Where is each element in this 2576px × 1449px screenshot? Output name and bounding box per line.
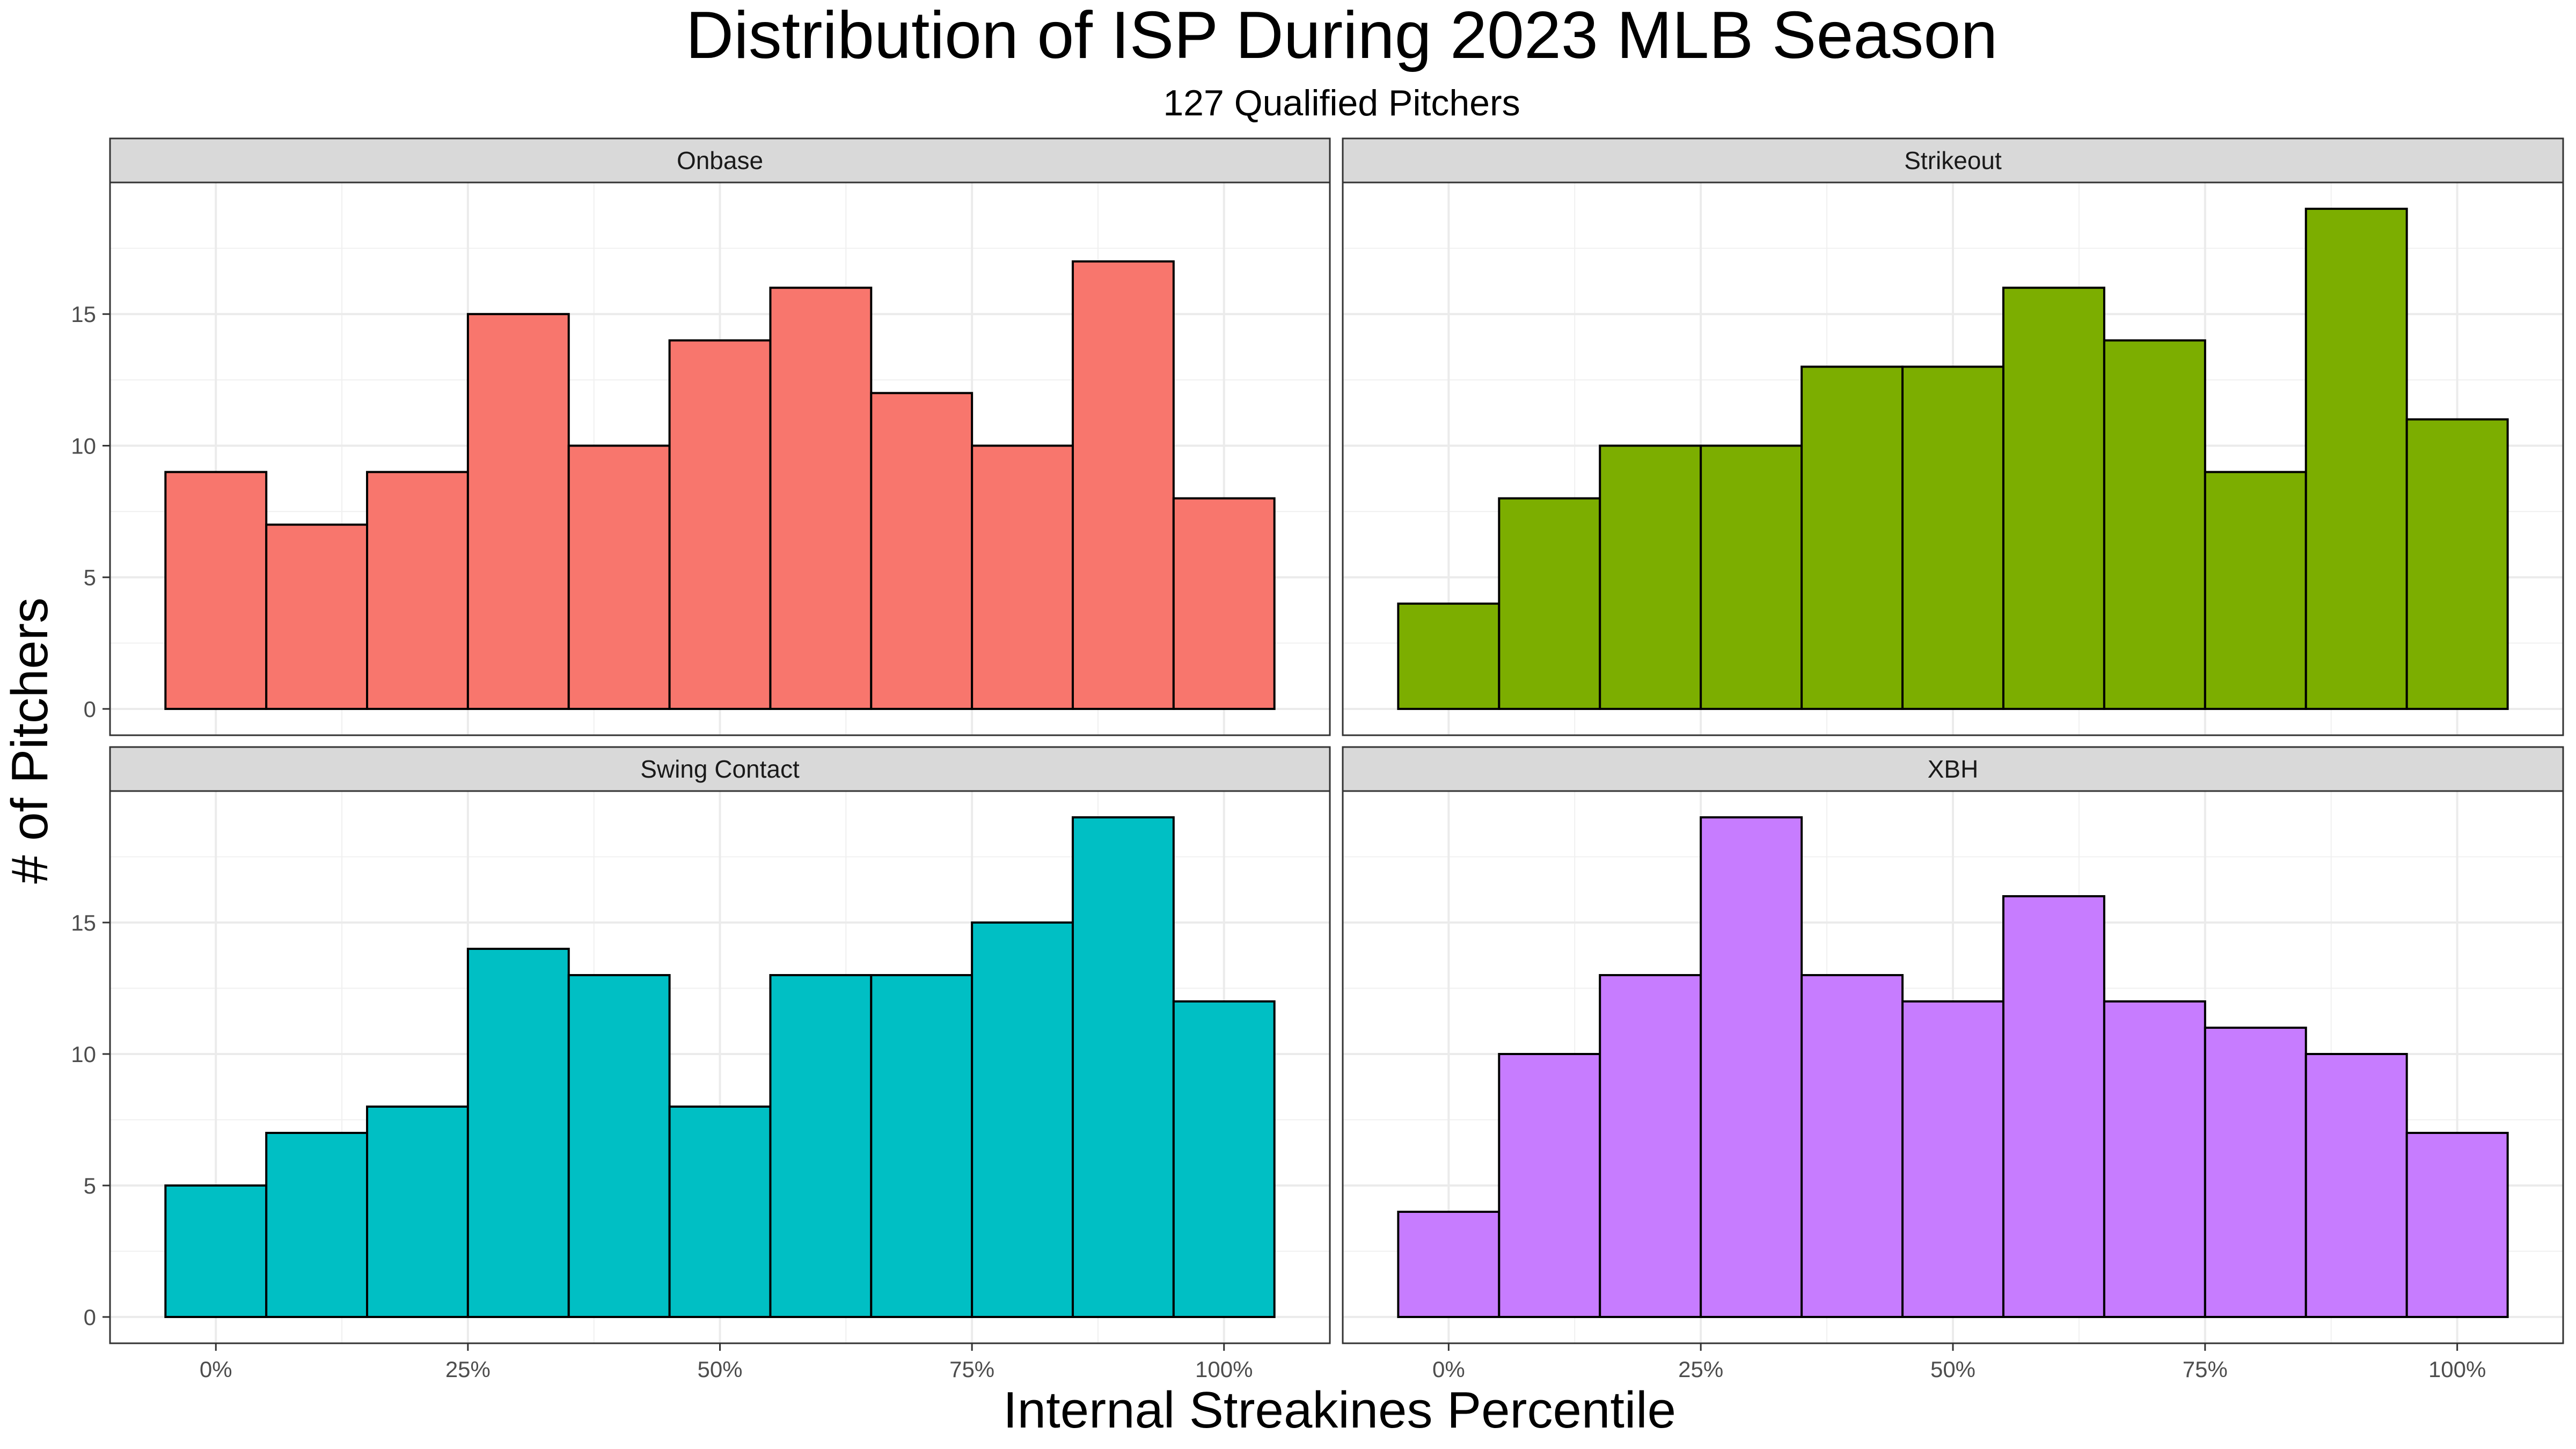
chart-subtitle: 127 Qualified Pitchers bbox=[1163, 83, 1520, 123]
panel-border bbox=[1342, 181, 2564, 736]
x-tick-label: 50% bbox=[1930, 1357, 1975, 1382]
bar-onbase-2 bbox=[366, 471, 469, 710]
strip-onbase bbox=[109, 137, 1331, 184]
y-tick-label: 5 bbox=[84, 1173, 96, 1198]
bar-swing-contact-9 bbox=[1071, 816, 1175, 1318]
y-tick-label: 10 bbox=[71, 1042, 96, 1067]
bar-swing-contact-0 bbox=[164, 1184, 268, 1318]
bar-xbh-9 bbox=[2304, 1053, 2408, 1318]
panel-onbase: Onbase 0 5 10 15 bbox=[71, 137, 1331, 736]
chart-title: Distribution of ISP During 2023 MLB Seas… bbox=[686, 0, 1998, 72]
bar-xbh-3 bbox=[1700, 816, 1803, 1318]
strip-label-strikeout: Strikeout bbox=[1904, 147, 2002, 174]
bar-xbh-0 bbox=[1397, 1211, 1501, 1318]
bar-xbh-6 bbox=[2002, 895, 2105, 1318]
facet-panels: Onbase 0 5 10 15 Strikeout Swing Contact 0 5 10 15… bbox=[71, 137, 2564, 1382]
bar-strikeout-2 bbox=[1599, 444, 1702, 710]
bar-onbase-5 bbox=[668, 339, 772, 710]
bar-strikeout-1 bbox=[1498, 497, 1601, 710]
bar-xbh-2 bbox=[1599, 974, 1702, 1318]
bar-swing-contact-6 bbox=[769, 974, 873, 1318]
y-tick-label: 15 bbox=[71, 302, 96, 327]
x-tick-label: 25% bbox=[445, 1357, 491, 1382]
y-tick-label: 10 bbox=[71, 433, 96, 458]
y-tick-label: 15 bbox=[71, 910, 96, 935]
strip-swing-contact bbox=[109, 746, 1331, 792]
panel-swing-contact: Swing Contact 0 5 10 15 0% 25% 50% 75% 100% bbox=[71, 746, 1331, 1382]
bar-swing-contact-8 bbox=[971, 921, 1074, 1318]
bar-strikeout-7 bbox=[2103, 339, 2206, 710]
bar-onbase-8 bbox=[971, 444, 1074, 710]
y-tick-label: 5 bbox=[84, 565, 96, 590]
bar-onbase-10 bbox=[1172, 497, 1276, 710]
strip-label-xbh: XBH bbox=[1928, 755, 1979, 783]
x-tick-label: 75% bbox=[949, 1357, 994, 1382]
bar-strikeout-9 bbox=[2304, 208, 2408, 710]
y-tick-label: 0 bbox=[84, 1305, 96, 1330]
x-tick-label: 100% bbox=[2428, 1357, 2486, 1382]
bar-onbase-3 bbox=[466, 313, 570, 710]
bar-xbh-10 bbox=[2405, 1132, 2509, 1318]
bar-swing-contact-7 bbox=[870, 974, 974, 1318]
bar-onbase-0 bbox=[164, 471, 268, 710]
bar-xbh-7 bbox=[2103, 1000, 2206, 1318]
bar-onbase-1 bbox=[265, 523, 369, 710]
bar-strikeout-10 bbox=[2405, 418, 2509, 710]
x-tick-label: 100% bbox=[1195, 1357, 1253, 1382]
bar-strikeout-3 bbox=[1700, 444, 1803, 710]
bar-swing-contact-10 bbox=[1172, 1000, 1276, 1318]
x-tick-label: 0% bbox=[200, 1357, 232, 1382]
bar-onbase-7 bbox=[870, 392, 974, 710]
x-tick-label: 0% bbox=[1432, 1357, 1465, 1382]
strip-label-onbase: Onbase bbox=[677, 147, 763, 174]
bar-xbh-1 bbox=[1498, 1053, 1601, 1318]
bar-strikeout-0 bbox=[1397, 602, 1501, 710]
strip-strikeout bbox=[1342, 137, 2564, 184]
bar-swing-contact-1 bbox=[265, 1132, 369, 1318]
x-axis-title: Internal Streakines Percentile bbox=[1003, 1381, 1676, 1439]
bar-strikeout-4 bbox=[1801, 365, 1904, 710]
x-tick-label: 50% bbox=[697, 1357, 742, 1382]
strip-xbh bbox=[1342, 746, 2564, 792]
panel-strikeout: Strikeout bbox=[1342, 137, 2564, 736]
x-tick-label: 25% bbox=[1678, 1357, 1723, 1382]
bar-xbh-4 bbox=[1801, 974, 1904, 1318]
bar-xbh-8 bbox=[2204, 1027, 2307, 1318]
bar-swing-contact-2 bbox=[366, 1106, 469, 1318]
bar-swing-contact-5 bbox=[668, 1106, 772, 1318]
panel-border bbox=[109, 181, 1331, 736]
strip-label-swing-contact: Swing Contact bbox=[640, 755, 800, 783]
bar-strikeout-8 bbox=[2204, 471, 2307, 710]
bar-swing-contact-3 bbox=[466, 948, 570, 1318]
bar-swing-contact-4 bbox=[567, 974, 671, 1318]
panel-xbh: XBH 0% 25% 50% 75% 100% bbox=[1342, 746, 2564, 1382]
bar-strikeout-5 bbox=[1901, 365, 2004, 710]
bar-onbase-6 bbox=[769, 287, 873, 710]
y-tick-label: 0 bbox=[84, 697, 96, 722]
bar-onbase-4 bbox=[567, 444, 671, 710]
bar-onbase-9 bbox=[1071, 260, 1175, 710]
y-axis-title: # of Pitchers bbox=[1, 597, 58, 884]
bar-xbh-5 bbox=[1901, 1000, 2004, 1318]
bar-strikeout-6 bbox=[2002, 287, 2105, 710]
x-tick-label: 75% bbox=[2183, 1357, 2228, 1382]
